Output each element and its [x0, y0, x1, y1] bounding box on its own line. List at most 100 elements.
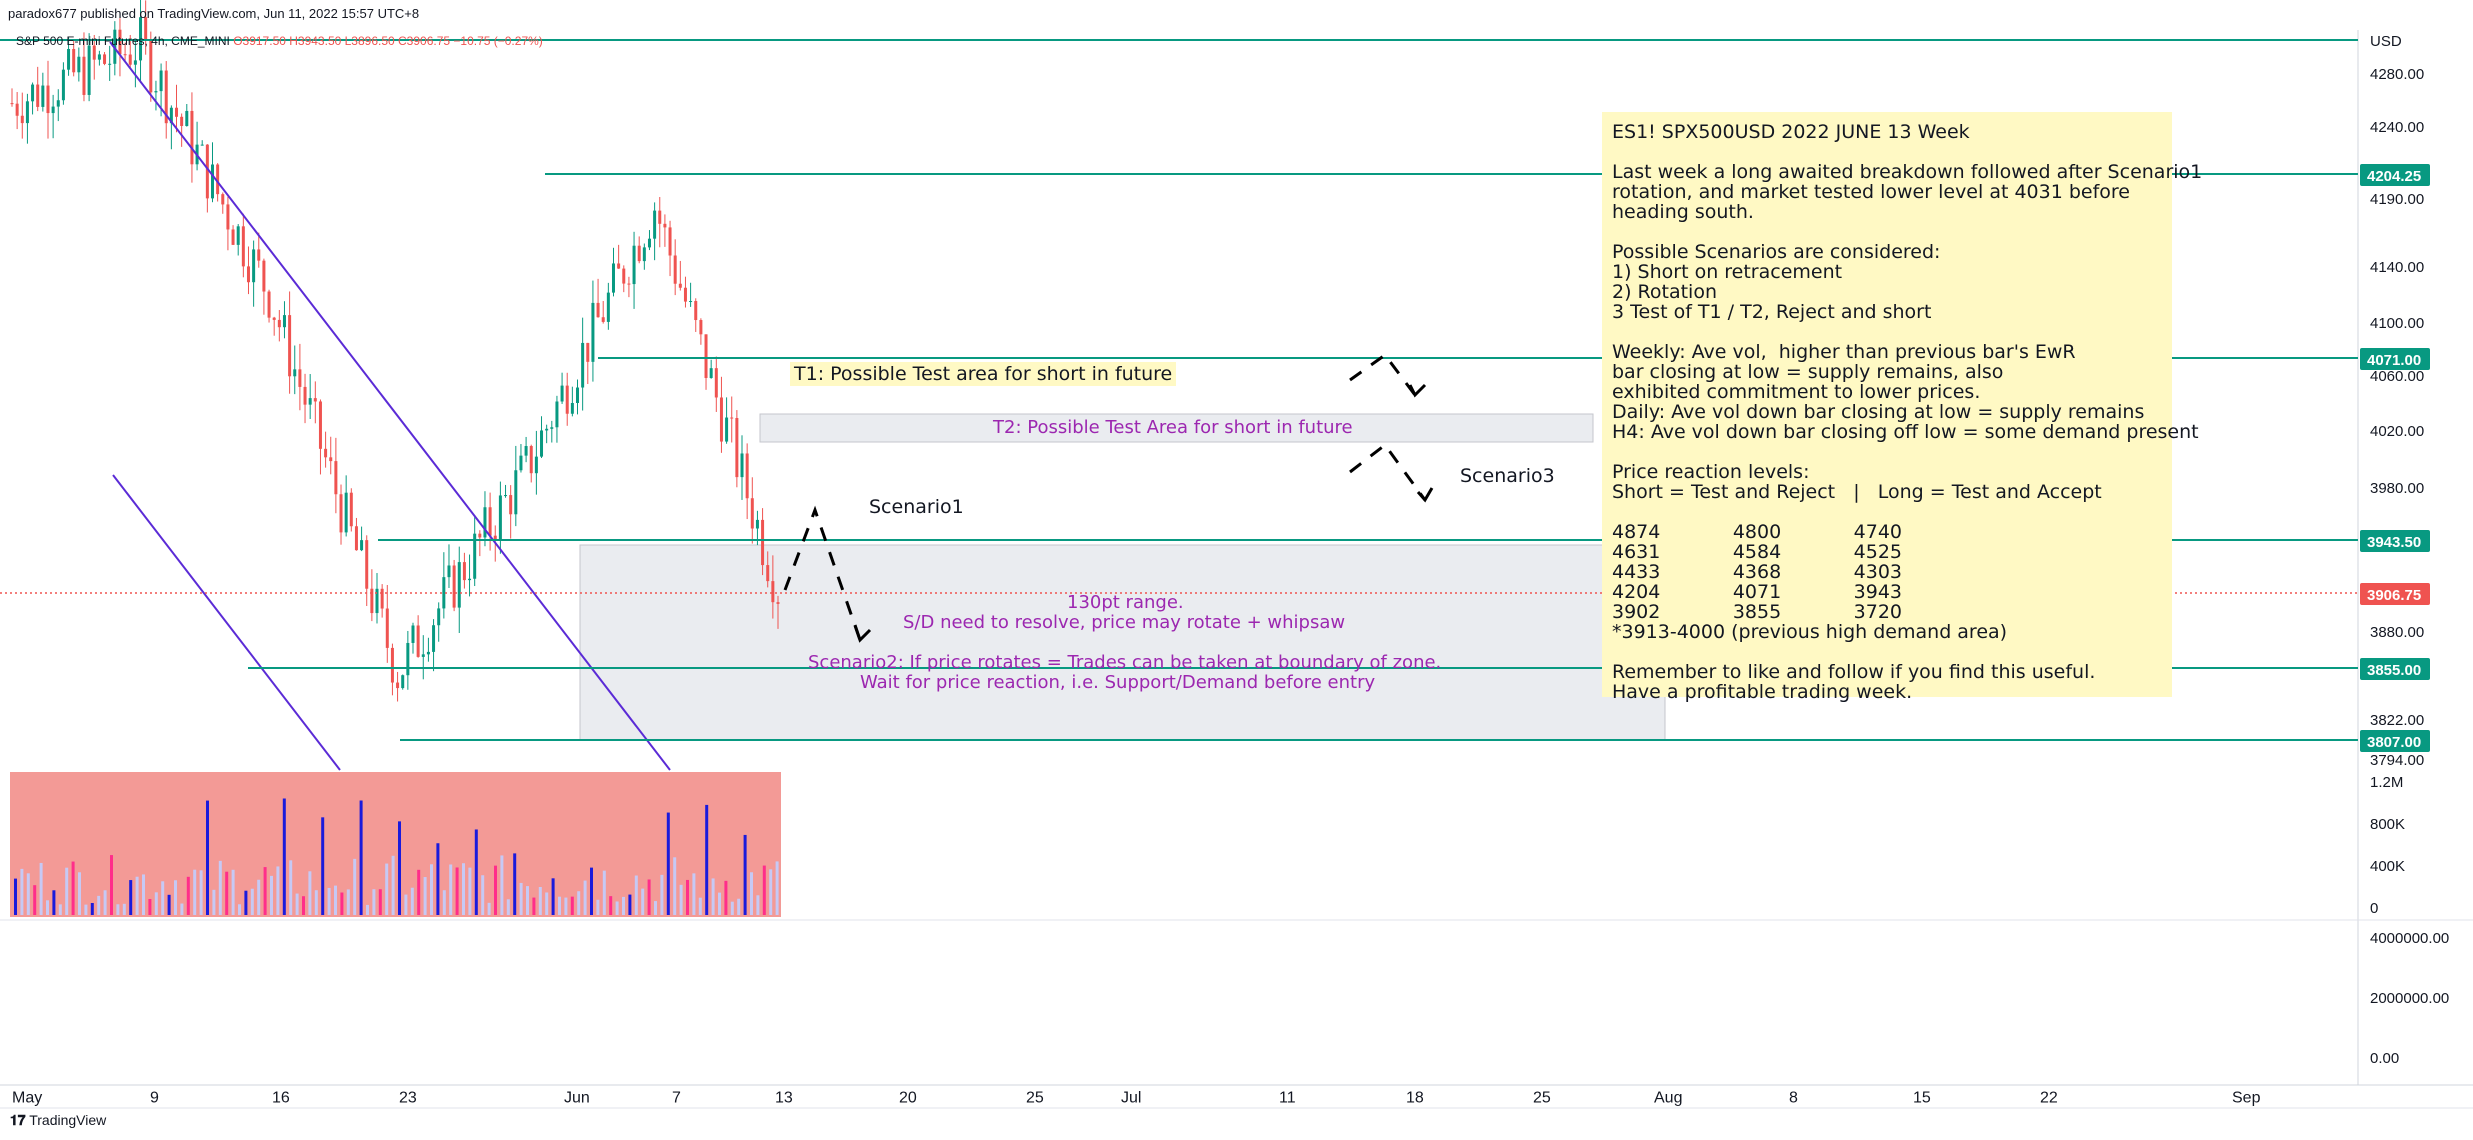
candle-body [462, 562, 466, 581]
volume-bar [103, 890, 107, 915]
candle-body [694, 301, 698, 321]
volume-bar [430, 864, 433, 915]
volume-bar [218, 860, 222, 915]
note-line: 3902 3855 3720 [1612, 601, 1903, 623]
candle-body [159, 70, 163, 92]
scenario3-label[interactable]: Scenario3 [1460, 465, 1555, 487]
scenario1-label[interactable]: Scenario1 [869, 496, 964, 518]
candle-body [596, 302, 600, 318]
candle-body [514, 470, 518, 515]
time-label: 20 [899, 1089, 917, 1106]
candle-body [339, 494, 343, 533]
t1-label[interactable]: T1: Possible Test area for short in futu… [790, 362, 1177, 386]
candle-body [103, 54, 107, 64]
candle-body [668, 227, 672, 256]
volume-bar [455, 867, 459, 915]
candle-body [10, 103, 14, 105]
time-label: 23 [399, 1089, 417, 1106]
volume-bar [538, 886, 542, 915]
candle-body [576, 387, 580, 404]
note-line [1612, 502, 2162, 522]
time-label: 8 [1789, 1089, 1798, 1106]
price-tick: 3980.00 [2370, 480, 2424, 497]
tradingview-logo[interactable]: 𝟏𝟕 TradingView [10, 1112, 106, 1129]
candle-body [534, 456, 538, 474]
weekly-note[interactable]: ES1! SPX500USD 2022 JUNE 13 Week Last we… [1602, 112, 2202, 702]
volume-bar [161, 881, 165, 915]
time-label: 25 [1026, 1089, 1044, 1106]
volume-bar [71, 861, 75, 915]
time-label: Jul [1121, 1089, 1141, 1106]
volume-bar [199, 870, 203, 915]
note-line: heading south. [1612, 201, 1754, 223]
note-line [1612, 222, 2162, 242]
volume-bar [474, 829, 478, 915]
candle-body [370, 588, 374, 614]
volume-bar [698, 897, 702, 915]
channel-lower-line [112, 474, 341, 771]
note-line: 4204 4071 3943 [1612, 581, 1903, 603]
candle-body [375, 588, 379, 614]
scenario2-label[interactable]: Scenario2: If price rotates = Trades can… [808, 652, 1442, 673]
tv-logo-icon: 𝟏𝟕 [10, 1112, 26, 1128]
volume-bar [481, 875, 485, 915]
volume-bar [730, 901, 734, 915]
candle-body [205, 144, 209, 199]
candle-body [118, 29, 122, 55]
range-label[interactable]: 130pt range. [1067, 592, 1184, 613]
volume-bar [308, 871, 312, 915]
candle-body [329, 457, 333, 462]
volume-bar [321, 817, 325, 915]
candle-body [447, 565, 451, 578]
candle-body [745, 453, 749, 499]
sd-resolve-label[interactable]: S/D need to resolve, price may rotate + … [903, 612, 1346, 633]
candle-body [653, 210, 657, 239]
candle-body [360, 540, 364, 551]
candle-body [396, 682, 400, 689]
candle-body [699, 320, 703, 335]
time-label: 16 [272, 1089, 290, 1106]
candle-body [581, 342, 585, 388]
t2-label[interactable]: T2: Possible Test Area for short in futu… [993, 417, 1353, 438]
candle-body [267, 291, 271, 318]
price-tick: 4190.00 [2370, 191, 2424, 208]
volume-bar [718, 892, 721, 915]
note-line: 1) Short on retracement [1612, 261, 1843, 283]
volume-bar [391, 855, 395, 915]
volume-bar [14, 878, 17, 915]
candle-body [406, 642, 410, 676]
note-line: 4874 4800 4740 [1612, 521, 1903, 543]
legend-ohlc: O3917.50 H3943.50 L3896.50 C3906.75 −10.… [233, 34, 543, 48]
volume-bar [551, 878, 555, 915]
volume-bar [692, 873, 696, 915]
candle-body [272, 317, 276, 320]
volume-bar [378, 889, 382, 915]
volume-bar [340, 892, 344, 915]
candle-body [622, 268, 626, 284]
candle-body [128, 54, 132, 65]
volume-tick: 800K [2370, 816, 2405, 833]
candle-body [231, 229, 235, 245]
symbol-legend[interactable]: S&P 500 E-mini Futures, 4h, CME_MINI O39… [16, 34, 543, 48]
candle-body [432, 625, 436, 652]
candle-body [421, 654, 425, 657]
candles-group [10, 0, 780, 702]
candle-body [642, 247, 646, 262]
candle-body [169, 107, 173, 124]
price-tag-current: 3906.75 [2360, 583, 2430, 605]
candle-body [288, 315, 292, 377]
scenario2-wait-label[interactable]: Wait for price reaction, i.e. Support/De… [860, 672, 1376, 693]
volume-bar [666, 812, 670, 915]
scenario3-path-lower [1349, 442, 1427, 501]
time-label: 9 [150, 1089, 159, 1106]
price-tick: 4280.00 [2370, 66, 2424, 83]
volume-bar [167, 894, 171, 915]
candle-body [298, 369, 302, 387]
candle-body [365, 540, 369, 589]
volume-bar [564, 897, 568, 915]
volume-bar [647, 879, 651, 915]
candle-body [92, 45, 96, 60]
note-line: Price reaction levels: [1612, 461, 1810, 483]
volume-bar [186, 876, 190, 915]
